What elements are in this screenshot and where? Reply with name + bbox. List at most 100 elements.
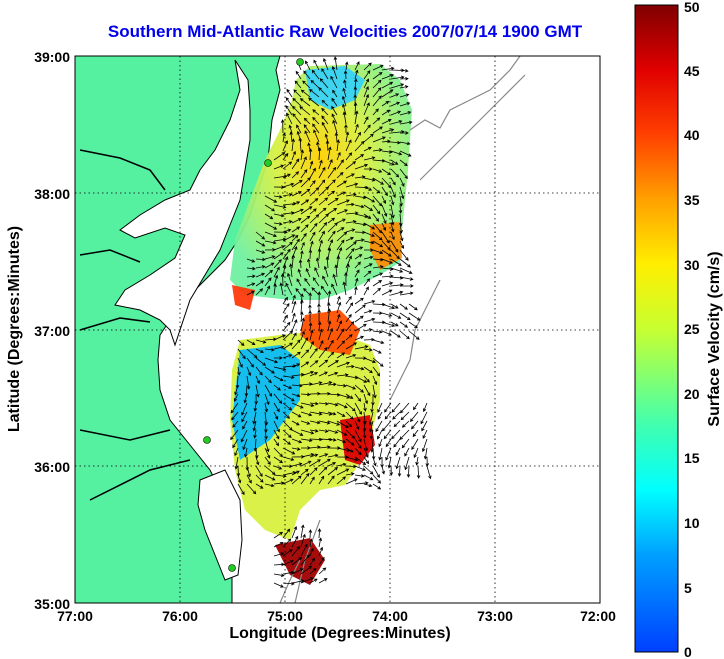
velocity-arrow — [264, 375, 272, 384]
velocity-arrow — [345, 302, 354, 314]
velocity-arrow — [390, 330, 401, 338]
velocity-arrow — [399, 312, 411, 321]
velocity-arrow — [311, 69, 320, 80]
velocity-arrow — [345, 411, 354, 420]
velocity-arrow — [354, 69, 359, 80]
velocity-arrow — [336, 313, 341, 323]
velocity-arrow — [354, 175, 366, 179]
velocity-arrow — [299, 106, 311, 116]
velocity-arrow — [399, 330, 410, 340]
velocity-arrow — [264, 277, 272, 287]
velocity-arrow — [303, 117, 311, 125]
velocity-arrow — [300, 177, 311, 188]
velocity-arrow — [345, 402, 356, 412]
velocity-arrow — [318, 328, 323, 341]
velocity-arrow — [400, 131, 409, 135]
velocity-arrow — [300, 156, 307, 170]
velocity-arrow — [336, 476, 347, 485]
velocity-arrow — [354, 345, 369, 350]
velocity-arrow — [317, 248, 322, 260]
velocity-arrow — [372, 64, 384, 71]
velocity-arrow — [309, 453, 319, 458]
velocity-arrow — [363, 222, 376, 230]
velocity-arrow — [282, 241, 293, 251]
velocity-arrow — [282, 173, 291, 179]
colorbar-tick-label: 10 — [684, 515, 700, 531]
velocity-arrow — [300, 370, 315, 377]
velocity-arrow — [309, 187, 320, 197]
velocity-arrow — [372, 257, 384, 262]
velocity-arrow — [381, 312, 393, 317]
velocity-arrow — [273, 195, 283, 199]
velocity-arrow — [304, 277, 311, 287]
velocity-arrow — [255, 265, 266, 269]
velocity-arrow — [246, 266, 256, 271]
velocity-arrow — [309, 208, 317, 215]
velocity-arrow — [327, 371, 339, 377]
velocity-arrow — [309, 568, 317, 575]
velocity-arrow — [309, 538, 313, 548]
velocity-arrow — [309, 381, 323, 386]
velocity-arrow — [255, 249, 266, 254]
velocity-arrow — [332, 89, 338, 98]
velocity-arrow — [401, 438, 410, 449]
velocity-arrow — [372, 357, 384, 367]
velocity-arrow — [303, 70, 311, 80]
velocity-arrow — [327, 197, 339, 206]
velocity-arrow — [280, 119, 285, 134]
velocity-arrow — [390, 303, 399, 309]
velocity-arrow — [327, 411, 337, 416]
velocity-arrow — [318, 411, 333, 416]
velocity-arrow — [336, 328, 345, 341]
velocity-arrow — [336, 227, 345, 233]
velocity-arrow — [300, 543, 308, 557]
velocity-arrow — [381, 66, 395, 71]
velocity-arrow — [273, 245, 286, 251]
velocity-arrow — [422, 429, 428, 439]
velocity-arrow — [362, 429, 367, 439]
velocity-arrow — [390, 312, 402, 319]
velocity-arrow — [353, 102, 358, 116]
velocity-arrow — [291, 208, 304, 215]
velocity-arrow — [300, 565, 313, 575]
velocity-arrow — [381, 213, 387, 225]
velocity-arrow — [372, 222, 383, 234]
velocity-arrow — [412, 429, 419, 438]
velocity-arrow — [254, 447, 259, 459]
velocity-arrow — [273, 345, 285, 350]
velocity-arrow — [318, 453, 329, 458]
velocity-arrow — [368, 411, 374, 426]
velocity-arrow — [345, 193, 357, 197]
velocity-arrow — [309, 222, 318, 233]
velocity-arrow — [354, 315, 364, 323]
velocity-arrow — [319, 78, 329, 89]
velocity-arrow — [372, 177, 385, 185]
velocity-arrow — [327, 453, 339, 458]
velocity-arrow — [242, 420, 248, 430]
velocity-arrow — [390, 249, 400, 260]
velocity-arrow — [327, 382, 337, 387]
velocity-arrow — [345, 384, 357, 390]
velocity-arrow — [312, 109, 320, 116]
velocity-arrow — [255, 348, 264, 353]
velocity-arrow — [255, 375, 260, 385]
velocity-arrow — [327, 217, 336, 224]
velocity-arrow — [237, 474, 242, 484]
velocity-arrow — [300, 392, 311, 397]
velocity-arrow — [336, 352, 346, 359]
velocity-arrow — [354, 474, 365, 478]
velocity-arrow — [318, 401, 329, 406]
velocity-arrow — [399, 76, 409, 81]
velocity-arrow — [363, 456, 370, 465]
velocity-arrow — [252, 420, 257, 432]
velocity-arrow — [372, 240, 384, 248]
velocity-arrow — [336, 429, 348, 436]
velocity-arrow — [313, 59, 320, 71]
velocity-arrow — [354, 304, 366, 314]
velocity-arrow — [273, 465, 283, 470]
velocity-arrow — [336, 239, 345, 251]
velocity-arrow — [372, 204, 381, 215]
velocity-arrow — [291, 556, 303, 566]
velocity-arrow — [318, 340, 324, 350]
velocity-arrow — [318, 475, 325, 485]
